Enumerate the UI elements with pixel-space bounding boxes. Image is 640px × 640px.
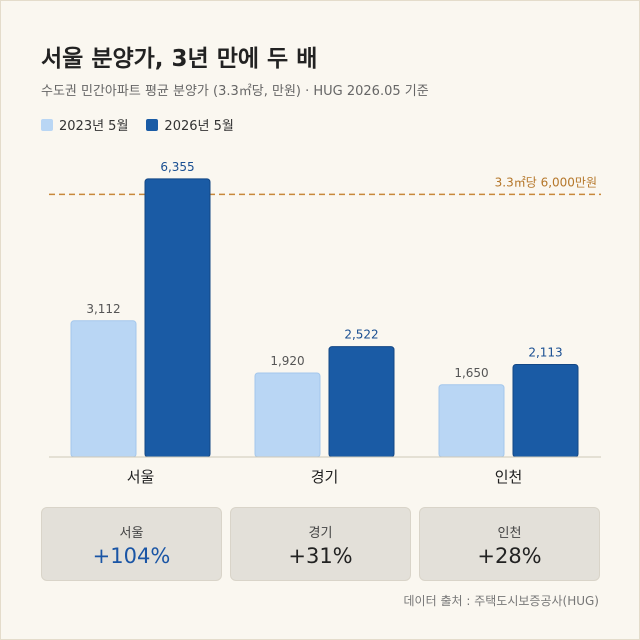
bar-서울-0 bbox=[70, 320, 137, 458]
bar-인천-0 bbox=[438, 384, 505, 458]
change-card-label: 경기 bbox=[308, 526, 333, 541]
legend-swatch-2023 bbox=[41, 118, 53, 131]
legend: 2023년 5월 2026년 5월 bbox=[41, 115, 234, 134]
change-card-value: +104% bbox=[92, 544, 171, 568]
legend-item-2026: 2026년 5월 bbox=[146, 115, 234, 134]
source-note: 데이터 출처 : 주택도시보증공사(HUG) bbox=[403, 594, 599, 608]
legend-label-2026: 2026년 5월 bbox=[164, 119, 234, 134]
bar-경기-0 bbox=[254, 372, 321, 458]
change-card-seoul: 서울 +104% bbox=[41, 507, 222, 581]
change-card-label: 인천 bbox=[497, 526, 522, 541]
bar-경기-1 bbox=[328, 346, 395, 458]
change-card-incheon: 인천 +28% bbox=[419, 507, 600, 581]
legend-swatch-2026 bbox=[146, 118, 159, 131]
chart-subtitle: 수도권 민간아파트 평균 분양가 (3.3㎡당, 만원) · HUG 2026.… bbox=[41, 84, 429, 99]
bar-value-label: 2,113 bbox=[528, 346, 562, 360]
change-cards: 서울 +104% 경기 +31% 인천 +28% bbox=[41, 507, 600, 581]
bar-서울-1 bbox=[144, 178, 211, 458]
change-card-label: 서울 bbox=[119, 526, 144, 541]
bar-value-label: 1,650 bbox=[454, 366, 488, 380]
bar-인천-1 bbox=[512, 364, 579, 458]
bar-value-label: 6,355 bbox=[160, 160, 194, 174]
category-label: 인천 bbox=[495, 468, 523, 486]
reference-line-label: 3.3㎡당 6,000만원 bbox=[495, 175, 597, 189]
bar-chart: 3.3㎡당 6,000만원 3,112 6,355 서울 1,920 2,522 경기 1,6… bbox=[49, 160, 601, 486]
change-card-value: +28% bbox=[477, 544, 542, 568]
change-card-value: +31% bbox=[288, 544, 353, 568]
bar-value-label: 2,522 bbox=[344, 328, 378, 342]
change-card-gyeonggi: 경기 +31% bbox=[230, 507, 411, 581]
category-label: 경기 bbox=[311, 468, 339, 486]
legend-item-2023: 2023년 5월 bbox=[41, 115, 128, 134]
chart-title: 서울 분양가, 3년 만에 두 배 bbox=[41, 46, 318, 72]
category-label: 서울 bbox=[127, 468, 155, 486]
bar-value-label: 3,112 bbox=[86, 302, 120, 316]
bar-value-label: 1,920 bbox=[270, 354, 304, 368]
legend-label-2023: 2023년 5월 bbox=[59, 119, 129, 134]
